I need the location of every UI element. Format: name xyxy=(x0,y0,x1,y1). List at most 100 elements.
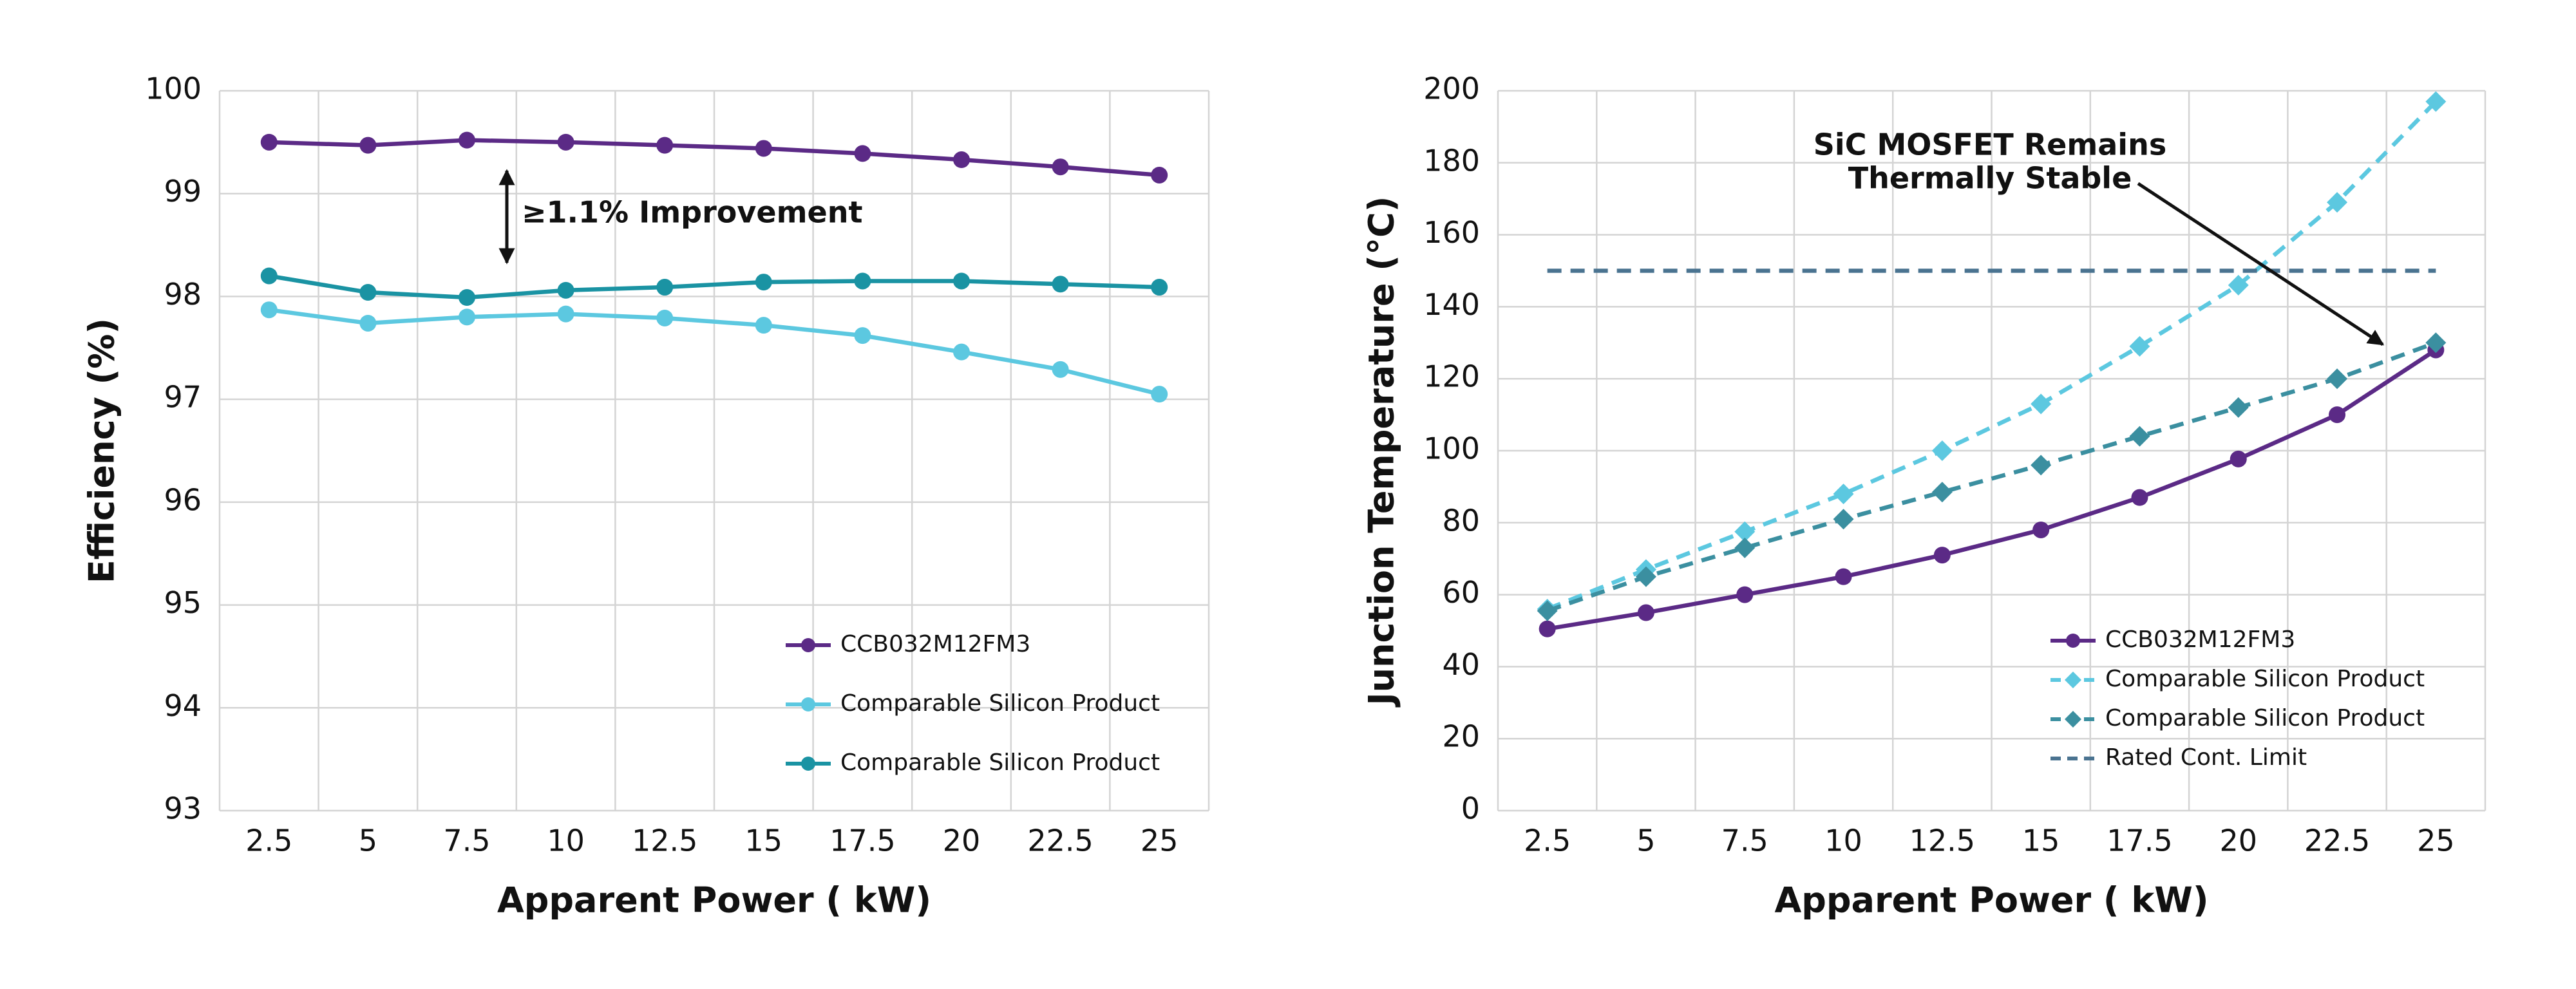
x-tick-label: 2.5 xyxy=(245,824,292,858)
series-line xyxy=(269,138,1160,178)
annotation: SiC MOSFET Remains xyxy=(1814,127,2166,162)
annotation-arrow xyxy=(2137,182,2385,346)
point xyxy=(2425,91,2447,112)
point xyxy=(1637,604,1654,621)
point xyxy=(953,343,970,361)
legend-label: Comparable Silicon Product xyxy=(2105,705,2425,731)
x-tick-label: 25 xyxy=(2417,824,2455,858)
point xyxy=(755,274,772,291)
y-tick-label: 100 xyxy=(145,71,202,106)
point xyxy=(1931,482,1953,503)
point xyxy=(2327,368,2348,390)
point xyxy=(953,151,970,169)
y-axis-title: Junction Temperature (°C) xyxy=(1361,196,1402,708)
x-tick-label: 2.5 xyxy=(1524,824,1571,858)
legend-label: CCB032M12FM3 xyxy=(2105,626,2295,653)
point xyxy=(359,284,377,301)
legend-marker xyxy=(801,697,815,711)
point xyxy=(2329,406,2346,424)
x-tick-label: 10 xyxy=(1824,824,1862,858)
y-tick-label: 200 xyxy=(1423,71,1480,106)
point xyxy=(1833,484,1854,505)
series-line xyxy=(1547,348,2438,631)
x-tick-label: 15 xyxy=(745,824,783,858)
x-axis-title: Apparent Power ( kW) xyxy=(497,880,931,921)
y-tick-label: 97 xyxy=(164,380,202,415)
annotation: ≥1.1% Improvement xyxy=(522,195,862,230)
point xyxy=(557,133,574,151)
y-tick-label: 80 xyxy=(1442,503,1480,538)
series-line xyxy=(269,274,1160,300)
point xyxy=(1052,361,1069,378)
y-tick-label: 120 xyxy=(1423,359,1480,394)
point xyxy=(260,301,278,319)
annotation: Thermally Stable xyxy=(1848,161,2132,196)
y-tick-label: 180 xyxy=(1423,143,1480,178)
point xyxy=(656,279,674,296)
point xyxy=(2327,192,2348,213)
y-tick-label: 93 xyxy=(164,791,202,826)
point xyxy=(557,305,574,323)
point xyxy=(1734,537,1756,558)
x-tick-label: 7.5 xyxy=(1721,824,1768,858)
x-tick-label: 15 xyxy=(2022,824,2060,858)
point xyxy=(854,145,871,162)
point xyxy=(1736,586,1754,603)
legend-label: Rated Cont. Limit xyxy=(2105,744,2307,771)
legend-label: Comparable Silicon Product xyxy=(2105,666,2425,692)
x-tick-label: 5 xyxy=(359,824,377,858)
x-tick-label: 5 xyxy=(1636,824,1655,858)
y-tick-label: 99 xyxy=(164,174,202,209)
point xyxy=(755,317,772,334)
x-tick-label: 7.5 xyxy=(443,824,490,858)
point xyxy=(656,137,674,154)
x-tick-label: 17.5 xyxy=(829,824,895,858)
x-tick-label: 25 xyxy=(1141,824,1179,858)
y-tick-label: 100 xyxy=(1423,431,1480,466)
point xyxy=(953,272,970,290)
point xyxy=(2131,489,2148,506)
y-tick-label: 60 xyxy=(1442,575,1480,610)
point xyxy=(2425,332,2447,353)
x-tick-label: 12.5 xyxy=(632,824,697,858)
point xyxy=(1539,620,1556,637)
y-tick-label: 20 xyxy=(1442,719,1480,754)
point xyxy=(1052,158,1069,176)
x-tick-label: 12.5 xyxy=(1909,824,1975,858)
legend-marker xyxy=(801,757,815,771)
legend-label: Comparable Silicon Product xyxy=(840,749,1160,776)
point xyxy=(459,289,475,306)
point xyxy=(2129,426,2150,447)
point xyxy=(2228,397,2249,418)
point xyxy=(1635,566,1656,587)
point xyxy=(1835,568,1852,585)
y-tick-label: 160 xyxy=(1423,215,1480,250)
point xyxy=(854,272,871,290)
point xyxy=(359,314,377,332)
point xyxy=(1151,166,1168,184)
point xyxy=(1833,509,1854,530)
point xyxy=(260,267,278,285)
point xyxy=(1052,276,1069,293)
point xyxy=(2129,335,2150,357)
legend-label: Comparable Silicon Product xyxy=(840,690,1160,717)
legend-marker xyxy=(2065,672,2081,688)
point xyxy=(1151,279,1168,296)
series-line xyxy=(1546,341,2437,613)
point xyxy=(359,137,377,154)
y-tick-label: 94 xyxy=(164,688,202,723)
y-tick-label: 40 xyxy=(1442,647,1480,682)
x-tick-label: 22.5 xyxy=(1027,824,1093,858)
point xyxy=(2031,393,2052,415)
x-tick-label: 17.5 xyxy=(2107,824,2172,858)
point xyxy=(2228,274,2249,296)
point xyxy=(1734,521,1756,542)
x-tick-label: 22.5 xyxy=(2304,824,2370,858)
x-tick-label: 20 xyxy=(2219,824,2257,858)
point xyxy=(854,327,871,344)
point xyxy=(459,131,475,149)
point xyxy=(1933,547,1951,564)
x-axis-title: Apparent Power ( kW) xyxy=(1774,880,2208,921)
point xyxy=(2032,521,2050,538)
